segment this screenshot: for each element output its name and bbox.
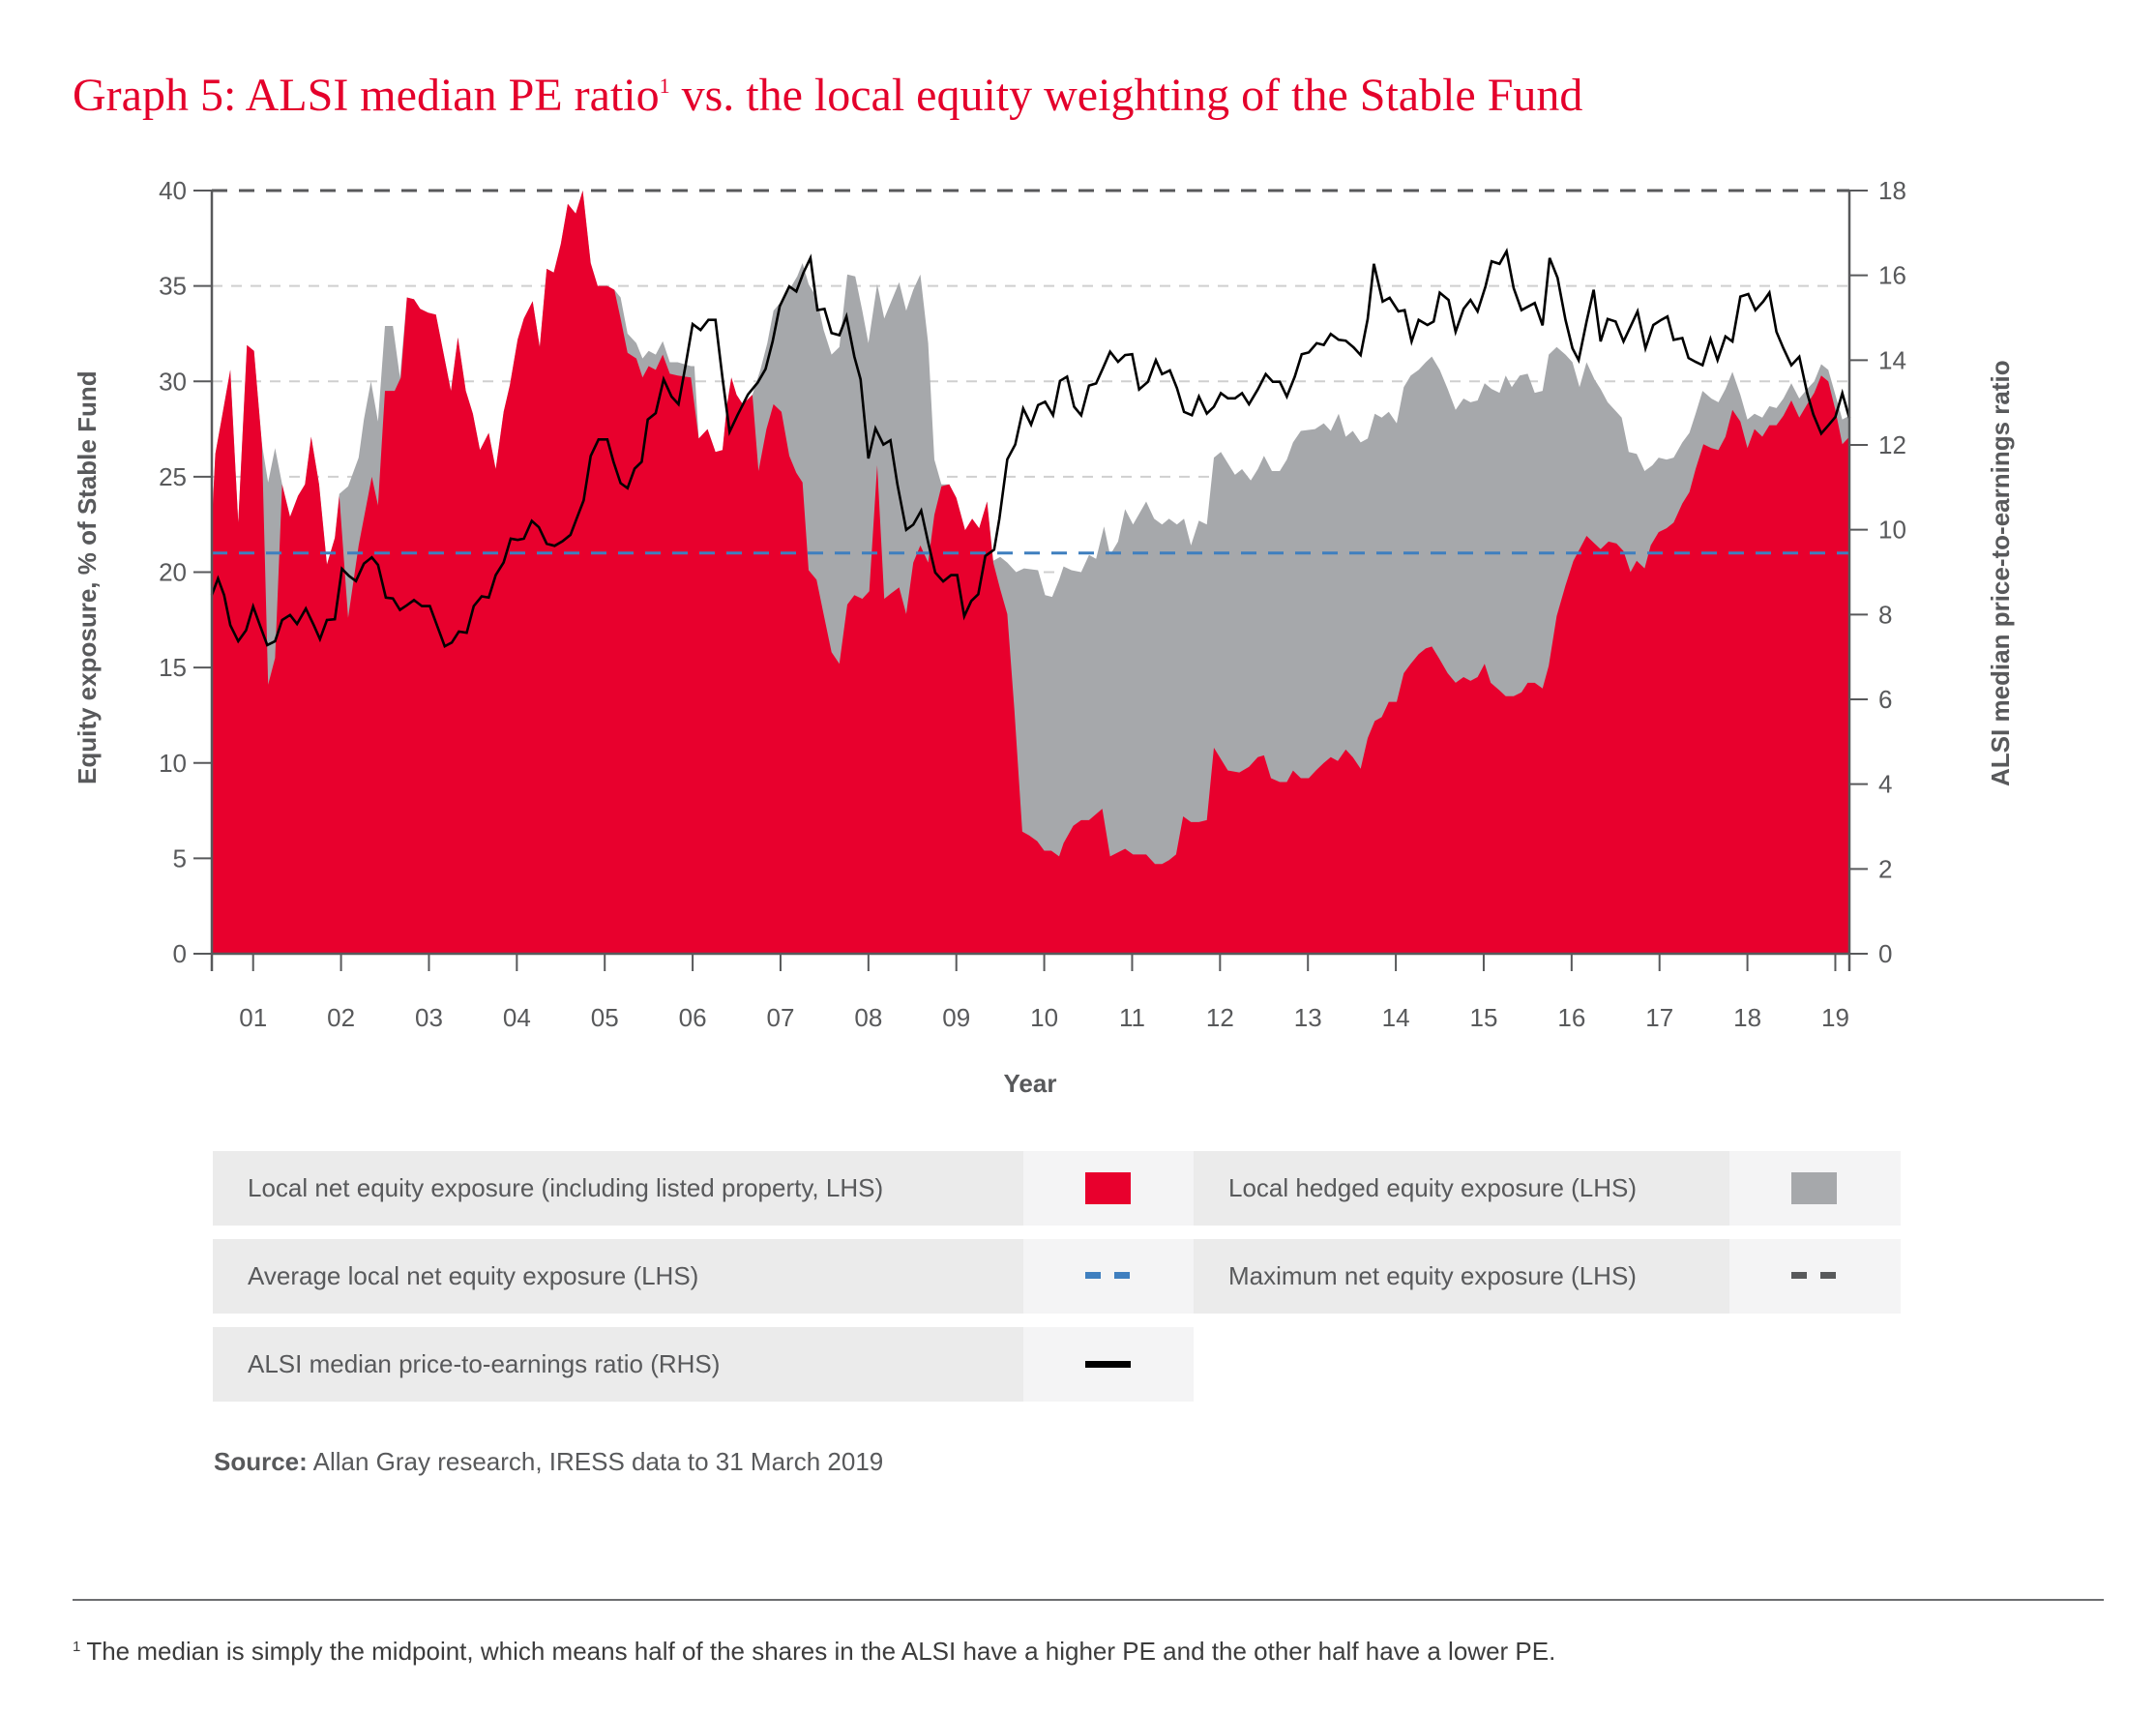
right-axis-tick-label: 18 <box>1878 176 1906 205</box>
footnote: 1 The median is simply the midpoint, whic… <box>73 1631 1556 1666</box>
legend-swatch-grey-dash <box>1820 1272 1836 1279</box>
left-axis-tick-label: 35 <box>159 272 187 301</box>
footnote-text: The median is simply the midpoint, which… <box>86 1637 1556 1666</box>
x-axis-tick-label: 05 <box>591 1003 619 1032</box>
right-axis-tick-label: 8 <box>1878 600 1892 629</box>
footnote-divider <box>73 1599 2104 1601</box>
legend-swatch-cell <box>1023 1327 1194 1402</box>
pe-ratio-line <box>210 247 1851 649</box>
legend-item-average-exposure: Average local net equity exposure (LHS) <box>213 1239 1023 1314</box>
legend-swatch-cell <box>1023 1239 1194 1314</box>
x-axis-tick-label: 19 <box>1821 1003 1849 1032</box>
legend-item-hedged-equity: Local hedged equity exposure (LHS) <box>1194 1151 1729 1226</box>
x-axis-tick-label: 13 <box>1294 1003 1322 1032</box>
legend-label: Local net equity exposure (including lis… <box>248 1173 884 1202</box>
right-axis-tick-label: 4 <box>1878 770 1892 799</box>
right-axis-tick-label: 6 <box>1878 685 1892 714</box>
x-axis-title: Year <box>1003 1069 1057 1098</box>
x-axis-tick-label: 07 <box>766 1003 794 1032</box>
source-label: Source: <box>214 1447 308 1476</box>
left-axis-tick-label: 5 <box>173 843 187 872</box>
right-axis-title: ALSI median price-to-earnings ratio <box>1986 360 2015 787</box>
legend-swatch-blue-dash <box>1085 1272 1101 1279</box>
legend-swatch-blue-dash <box>1114 1272 1130 1279</box>
right-axis-tick-label: 12 <box>1878 430 1906 459</box>
legend-swatch-cell <box>1023 1151 1194 1226</box>
legend-swatch-grey-area <box>1791 1172 1837 1204</box>
legend-swatch-grey-dash <box>1791 1272 1807 1279</box>
title-text-continued: vs. the local equity weighting of the St… <box>669 70 1583 121</box>
left-axis-tick-label: 25 <box>159 462 187 491</box>
legend-swatch-black-line <box>1085 1361 1131 1368</box>
x-axis-tick-label: 16 <box>1557 1003 1585 1032</box>
title-text: Graph 5: ALSI median PE ratio <box>73 70 660 121</box>
x-axis-tick-label: 14 <box>1382 1003 1410 1032</box>
left-axis-tick-label: 0 <box>173 939 187 968</box>
title-footnote-marker: 1 <box>659 74 670 98</box>
page-title: Graph 5: ALSI median PE ratio1 vs. the l… <box>73 56 1582 121</box>
x-axis-tick-label: 15 <box>1469 1003 1497 1032</box>
right-axis-tick-label: 0 <box>1878 939 1892 968</box>
left-axis-tick-label: 40 <box>159 176 187 205</box>
x-axis-tick-label: 01 <box>239 1003 267 1032</box>
left-axis-tick-label: 30 <box>159 367 187 396</box>
legend-item-pe-ratio: ALSI median price-to-earnings ratio (RHS… <box>213 1327 1023 1402</box>
x-axis-tick-label: 06 <box>679 1003 707 1032</box>
right-axis-tick-label: 14 <box>1878 345 1906 374</box>
x-axis-tick-label: 11 <box>1119 1003 1145 1032</box>
legend-item-net-equity: Local net equity exposure (including lis… <box>213 1151 1023 1226</box>
left-axis-tick-label: 10 <box>159 749 187 778</box>
x-axis-tick-label: 02 <box>327 1003 355 1032</box>
source-text: Allan Gray research, IRESS data to 31 Ma… <box>307 1447 884 1476</box>
x-axis-tick-label: 09 <box>942 1003 970 1032</box>
x-axis-tick-label: 03 <box>415 1003 443 1032</box>
source-note: Source: Allan Gray research, IRESS data … <box>214 1445 883 1478</box>
right-axis-tick-label: 10 <box>1878 516 1906 545</box>
legend-swatch-red-area <box>1085 1172 1131 1204</box>
legend-label: ALSI median price-to-earnings ratio (RHS… <box>248 1349 721 1378</box>
right-axis-tick-label: 16 <box>1878 261 1906 290</box>
x-axis-tick-label: 17 <box>1645 1003 1673 1032</box>
legend-item-maximum-exposure: Maximum net equity exposure (LHS) <box>1194 1239 1729 1314</box>
left-axis-tick-label: 15 <box>159 653 187 682</box>
x-axis-tick-label: 18 <box>1733 1003 1761 1032</box>
legend-label: Average local net equity exposure (LHS) <box>248 1261 699 1290</box>
legend-label: Maximum net equity exposure (LHS) <box>1228 1261 1637 1290</box>
x-axis-tick-label: 08 <box>854 1003 882 1032</box>
x-axis-tick-label: 04 <box>503 1003 531 1032</box>
left-axis-tick-label: 20 <box>159 558 187 587</box>
legend-swatch-cell <box>1729 1239 1901 1314</box>
x-axis-tick-label: 12 <box>1206 1003 1234 1032</box>
legend-label: Local hedged equity exposure (LHS) <box>1228 1173 1638 1202</box>
right-axis-tick-label: 2 <box>1878 854 1892 883</box>
net-equity-area <box>212 191 1849 954</box>
left-axis-title: Equity exposure, % of Stable Fund <box>73 370 102 785</box>
legend-swatch-cell <box>1729 1151 1901 1226</box>
x-axis-tick-label: 10 <box>1030 1003 1058 1032</box>
footnote-marker: 1 <box>73 1639 81 1655</box>
